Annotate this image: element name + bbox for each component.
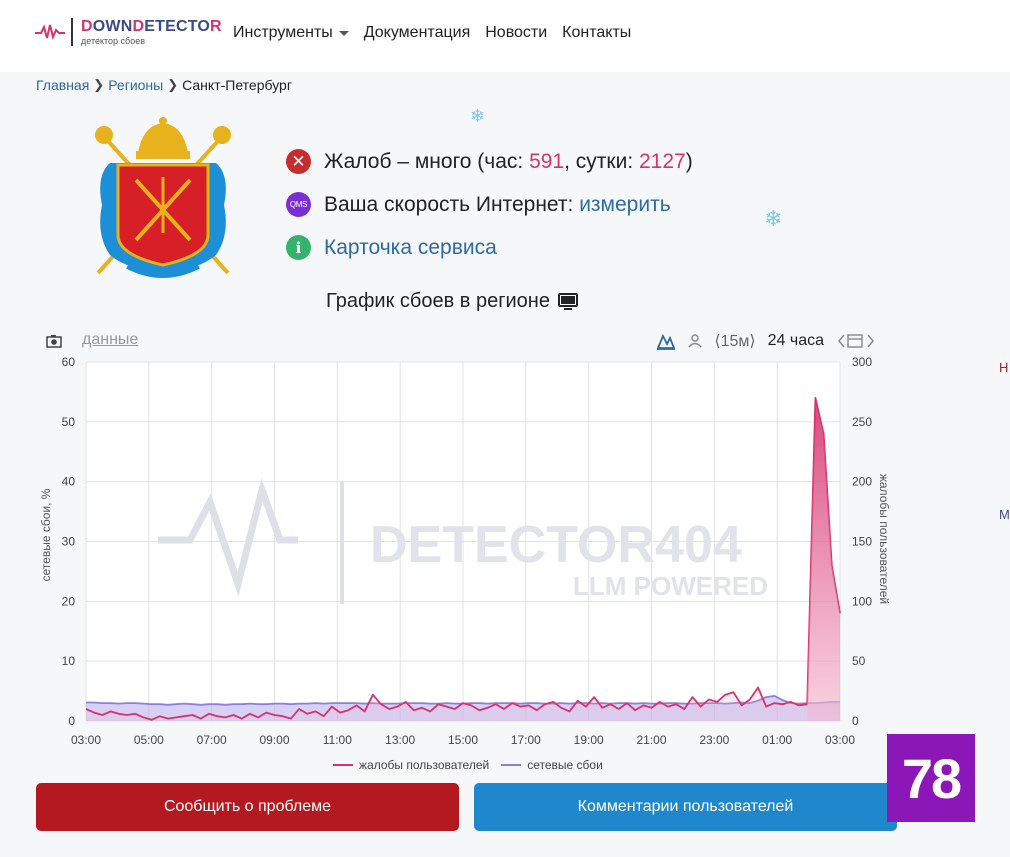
logo-text: DOWNDETECTOR детектор сбоев [81,17,222,46]
y-axis-label-left: сетевые сбои, % [39,488,53,581]
x-tick-label: 21:00 [636,733,666,747]
y-tick-label-left: 30 [62,535,76,549]
service-card-link[interactable]: Карточка сервиса [324,235,497,259]
y-tick-label-left: 10 [62,654,76,668]
legend-swatch [501,764,522,766]
report-problem-button[interactable]: Сообщить о проблеме [36,783,459,831]
x-tick-label: 09:00 [259,733,289,747]
qms-icon: QMS [286,192,311,217]
x-tick-label: 01:00 [762,733,792,747]
x-tick-label: 13:00 [385,733,415,747]
nav-tools[interactable]: Инструменты [233,24,349,42]
data-link[interactable]: данные [82,331,139,348]
complaints-line [85,397,841,721]
legend-outages[interactable]: сетевые сбои [501,758,603,772]
watermark: DETECTOR404 LLM POWERED [158,478,768,604]
snowflake-icon: ❄ [764,206,783,231]
breadcrumb-home[interactable]: Главная [36,77,90,93]
complaints-spike-area [807,397,840,721]
chart-toolbar: данные ⟨15м⟩ 24 часа [46,330,876,352]
main-nav: Инструменты Документация Новости Контакт… [233,24,631,42]
area-chart-icon[interactable] [656,332,676,350]
logo-divider [71,18,73,46]
status-info: ✕ Жалоб – много (час: 591, сутки: 2127) … [286,140,693,269]
y-tick-label-right: 50 [852,654,866,668]
coat-of-arms-image [95,117,231,278]
user-comments-button[interactable]: Комментарии пользователей [474,783,897,831]
clipped-text: М [999,507,1010,522]
camera-icon[interactable] [46,334,62,348]
y-tick-label-left: 40 [62,475,76,489]
nav-contacts[interactable]: Контакты [562,24,632,41]
x-tick-label: 19:00 [574,733,604,747]
chart-title-text: График сбоев в регионе [326,290,550,312]
chart-axes: 0 10 20 30 40 50 60 0 50 100 150 200 250 300 03:00 05:0… [62,355,873,747]
y-tick-label-right: 300 [852,355,872,369]
y-tick-label-right: 100 [852,594,872,608]
pulse-icon [35,24,65,41]
breadcrumb: Главная ❯ Регионы ❯ Санкт-Петербург [36,77,292,93]
x-tick-label: 07:00 [197,733,227,747]
chart-series [85,397,841,721]
complaints-text: Жалоб – много (час: 591, сутки: 2127) [324,149,693,173]
y-tick-label-left: 60 [62,355,76,369]
y-tick-label-right: 0 [852,714,859,728]
chart-title: График сбоев в регионе [326,290,578,313]
monitor-icon[interactable] [557,292,578,311]
channel-78-badge[interactable]: 78 [887,734,975,822]
speed-label: Ваша скорость Интернет: [324,192,580,216]
chart-legend: жалобы пользователей сетевые сбои [333,758,603,772]
y-tick-label-right: 250 [852,415,872,429]
y-axis-label-right: жалобы пользователей [877,474,891,604]
watermark-line2: LLM POWERED [573,571,768,601]
legend-swatch [333,764,353,766]
chart-grid [85,361,841,722]
complaints-row: ✕ Жалоб – много (час: 591, сутки: 2127) [286,140,693,183]
outage-chart: DETECTOR404 LLM POWERED 0 10 20 30 40 50 60 0 50… [39,355,891,747]
watermark-line1: DETECTOR404 [370,516,742,574]
complaints-day: 2127 [638,149,686,173]
x-tick-label: 17:00 [511,733,541,747]
x-tick-label: 15:00 [448,733,478,747]
site-header: DOWNDETECTOR детектор сбоев Инструменты … [0,0,1010,72]
chart-tools: ⟨15м⟩ 24 часа [656,331,876,351]
x-tick-label: 03:00 [71,733,101,747]
logo[interactable]: DOWNDETECTOR детектор сбоев [35,18,222,46]
close-icon: ✕ [286,149,311,174]
y-tick-label-left: 20 [62,594,76,608]
x-tick-label: 05:00 [134,733,164,747]
card-row: i Карточка сервиса [286,226,693,269]
period-selector[interactable]: 24 часа [767,332,824,349]
chevron-right-icon: ❯ [93,77,105,92]
breadcrumb-current: Санкт-Петербург [182,77,292,93]
y-tick-label-right: 200 [852,475,872,489]
person-icon[interactable] [688,334,702,348]
breadcrumb-regions[interactable]: Регионы [108,77,164,93]
logo-subtitle: детектор сбоев [81,35,146,46]
legend-complaints[interactable]: жалобы пользователей [333,758,489,772]
speed-row: QMS Ваша скорость Интернет: измерить [286,183,693,226]
calendar-icon[interactable] [836,333,876,349]
snowflake-icon: ❄ [470,106,486,126]
x-tick-label: 23:00 [699,733,729,747]
complaints-hour: 591 [529,149,565,173]
nav-news[interactable]: Новости [485,24,548,41]
y-tick-label-left: 50 [62,415,76,429]
y-tick-label-left: 0 [68,714,75,728]
info-icon: i [286,235,311,260]
chevron-down-icon [338,30,349,36]
speed-test-link[interactable]: измерить [579,192,671,216]
interval-selector[interactable]: ⟨15м⟩ [714,333,756,350]
nav-docs[interactable]: Документация [363,24,471,41]
chevron-right-icon: ❯ [167,77,179,92]
x-tick-label: 11:00 [323,733,352,747]
clipped-text: Н [999,360,1009,375]
x-tick-label: 03:00 [825,733,855,747]
logo-title: DOWNDETECTOR [81,17,222,35]
y-tick-label-right: 150 [852,535,872,549]
